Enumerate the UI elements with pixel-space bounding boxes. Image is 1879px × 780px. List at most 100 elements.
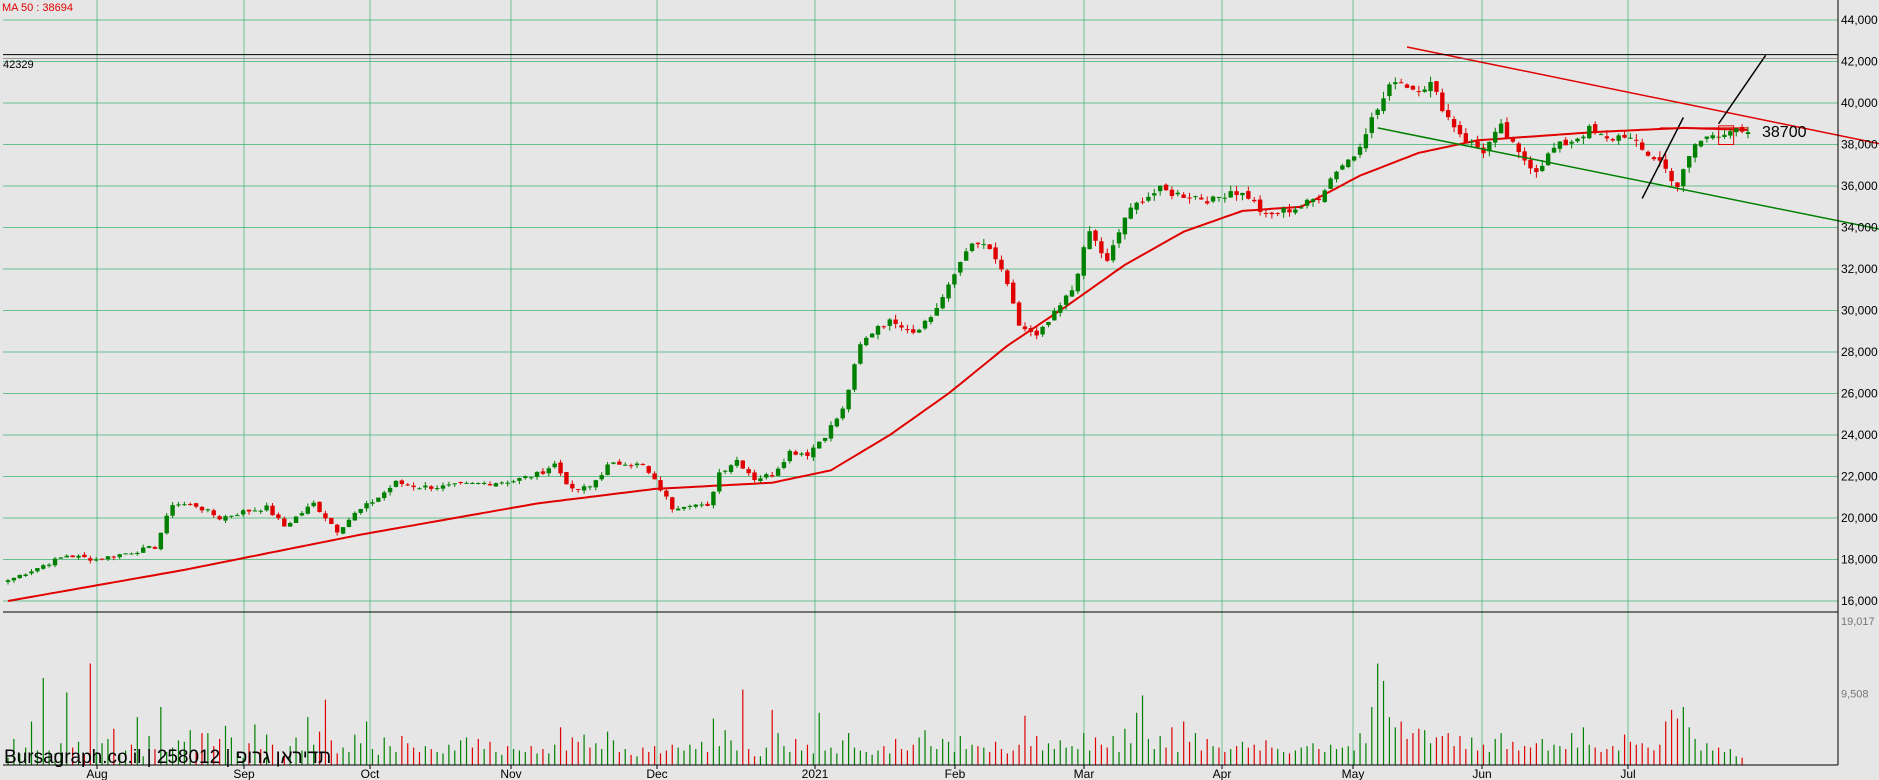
candle [35,567,40,573]
candle [1281,206,1286,218]
candle [1381,91,1386,115]
candle [1687,156,1692,173]
candle [141,544,146,554]
lower-trend-line [1377,127,1879,230]
x-tick-label: Oct [361,767,380,780]
candle [664,488,669,500]
y-tick-label: 40,000 [1841,96,1878,110]
candle [975,242,981,249]
candle [1739,124,1745,134]
candle [446,481,452,488]
candle [1522,147,1527,166]
candle [334,523,340,536]
candle [1310,198,1316,207]
candle [981,238,987,250]
candle [687,504,693,510]
candle [1228,185,1233,199]
candle [805,449,810,460]
candle [1698,140,1704,148]
candle [293,515,299,524]
candle [105,556,111,562]
candle [135,551,140,556]
candle [1369,112,1374,139]
candle [1087,226,1092,250]
candle [1504,117,1510,139]
y-tick-label: 32,000 [1841,262,1878,276]
candle [576,488,581,493]
candle [540,468,546,476]
candle [740,459,745,470]
candle [164,513,169,535]
candle [370,499,375,507]
candle [1663,153,1668,174]
candle [1622,130,1627,139]
candle [787,449,793,464]
annotation-price-label: 38700 [1762,124,1807,141]
candle [793,449,798,456]
candle [593,479,599,491]
candle [1328,176,1333,189]
candle [1240,192,1245,201]
candle [376,497,381,503]
candle [634,461,640,469]
candle [1428,76,1433,98]
candle [670,496,675,513]
candle [217,514,222,521]
candle [717,468,722,494]
candle [1099,237,1104,259]
candle [952,273,957,288]
x-tick-label: Aug [86,767,107,780]
candle [223,514,228,523]
axes: 44,000 42,000 40,000 38,000 36,000 34,000 32,0… [3,0,1878,780]
candle [940,294,945,310]
candle [282,516,287,527]
candle [758,475,763,483]
candle [1545,151,1551,166]
candle [199,506,205,513]
candle [111,555,117,561]
candle [117,553,122,560]
candle [5,578,11,585]
candle [476,482,481,485]
candle [434,485,440,491]
candle [287,521,293,527]
candle [1116,229,1122,249]
candle [746,466,751,476]
y-tick-label: 44,000 [1841,13,1878,27]
candle [1434,81,1439,96]
candle [1745,126,1751,139]
candle [1446,103,1451,121]
x-tick-label: Apr [1213,767,1232,780]
candle [1011,279,1016,305]
candle [252,507,258,512]
candle [88,555,93,564]
candle [235,513,240,517]
candle [1498,118,1504,134]
candle [405,483,410,487]
candle [528,476,534,480]
candle [1034,326,1039,340]
candle [523,475,528,480]
candle [852,363,857,393]
candle [1105,248,1110,263]
candle [193,502,199,509]
x-tick-label: May [1342,767,1365,780]
candle [922,319,928,331]
candle [1140,197,1145,205]
candle [1222,192,1228,203]
candle [887,318,892,331]
candle [693,504,698,509]
candle [505,480,510,487]
candle [840,406,845,421]
candle [429,485,434,492]
candle [1269,212,1275,219]
x-tick-label: Jun [1472,767,1491,780]
candle [1346,158,1351,169]
candle [834,417,840,428]
candle [1604,130,1610,142]
candle [728,464,734,475]
annotation-box [1718,125,1735,145]
candle [1081,245,1086,280]
candle [240,508,246,517]
candle [822,437,828,443]
